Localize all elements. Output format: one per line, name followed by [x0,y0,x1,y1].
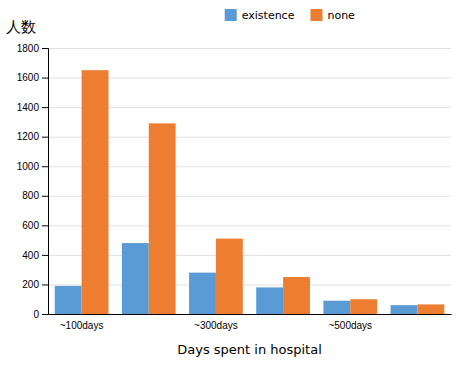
y-tick: 1600 [17,72,48,83]
x-axis-line [49,314,452,315]
bar [82,70,109,314]
x-tick: ~500days [328,314,372,331]
y-tick-label: 0 [33,309,39,320]
x-tick-label: ~100days [60,320,104,331]
y-tick-mark [42,196,48,197]
legend-item: existence [225,9,295,22]
legend-swatch [310,9,322,21]
x-tick-label: ~300days [194,320,238,331]
y-axis-title: 人数 [6,18,36,36]
grid-tick [48,314,451,315]
y-tick: 200 [22,279,48,290]
grid [48,49,451,315]
x-tick: ~300days [194,314,238,331]
x-tick-label: ~500days [328,320,372,331]
y-tick-label: 1000 [17,161,40,172]
bar [256,287,283,314]
y-tick-mark [42,78,48,79]
y-tick-mark [42,284,48,285]
y-tick-label: 1200 [17,131,40,142]
bar [283,277,310,314]
bar [350,299,377,314]
y-tick-mark [42,107,48,108]
y-tick-label: 200 [22,279,39,290]
y-tick: 1400 [17,102,48,113]
y-tick: 400 [22,250,48,261]
legend: existence none [225,9,355,22]
y-tick-label: 1800 [17,43,40,54]
legend-swatch [225,9,237,21]
bars [55,70,445,314]
grid-line [48,48,451,49]
bar [55,286,82,314]
grid-tick [48,48,451,49]
bar [189,273,216,314]
y-tick: 1200 [17,131,48,142]
bar [122,243,149,314]
plot-area: 0 200 400 600 800 1000 1200 1400 1600 1800 ~100day… [17,43,452,331]
y-tick-mark [42,255,48,256]
y-tick-mark [42,48,48,49]
y-axis: 0 200 400 600 800 1000 1200 1400 1600 1800 [17,43,49,320]
y-tick-mark [42,137,48,138]
legend-label: existence [242,9,295,22]
y-tick-label: 1400 [17,102,40,113]
bar-series [82,70,445,314]
legend-item: none [310,9,355,22]
y-tick: 1800 [17,43,48,54]
y-tick-label: 400 [22,250,39,261]
y-tick-label: 600 [22,220,39,231]
legend-label: none [327,9,355,22]
chart-svg: 0 200 400 600 800 1000 1200 1400 1600 1800 ~100day… [0,0,463,366]
grid-line [48,314,451,315]
bar [323,301,350,314]
y-tick-mark [42,314,48,315]
y-axis-line [42,49,49,315]
y-tick: 600 [22,220,48,231]
y-tick-mark [42,166,48,167]
y-tick: 0 [33,309,48,320]
y-tick-label: 1600 [17,72,40,83]
y-tick-mark [42,225,48,226]
chart-container: 0 200 400 600 800 1000 1200 1400 1600 1800 ~100day… [0,0,463,366]
y-tick: 1000 [17,161,48,172]
x-axis-title: Days spent in hospital [177,342,322,357]
y-tick: 800 [22,190,48,201]
bar [417,304,444,314]
x-tick: ~100days [60,314,104,331]
y-tick-label: 800 [22,190,39,201]
bar [216,239,243,314]
x-axis: ~100days ~300days ~500days [49,314,452,331]
bar [149,123,176,314]
bar [391,305,418,314]
